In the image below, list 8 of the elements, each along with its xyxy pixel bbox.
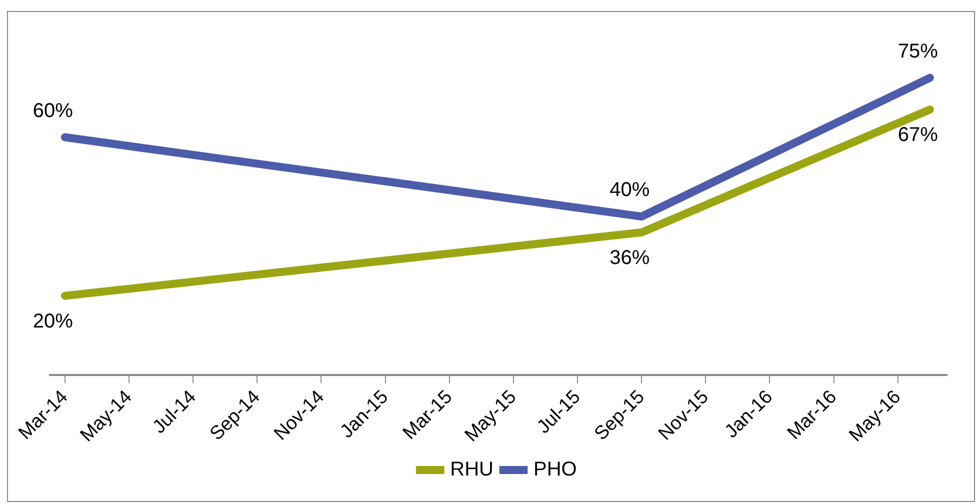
legend-label: PHO xyxy=(533,458,577,481)
data-label: 36% xyxy=(610,246,650,269)
data-label: 20% xyxy=(32,310,74,332)
data-label: 75% xyxy=(898,40,938,62)
legend-label: RHU xyxy=(450,458,494,481)
data-label: 67% xyxy=(898,124,938,146)
data-label: 60% xyxy=(32,100,74,122)
data-label: 40% xyxy=(610,179,650,202)
